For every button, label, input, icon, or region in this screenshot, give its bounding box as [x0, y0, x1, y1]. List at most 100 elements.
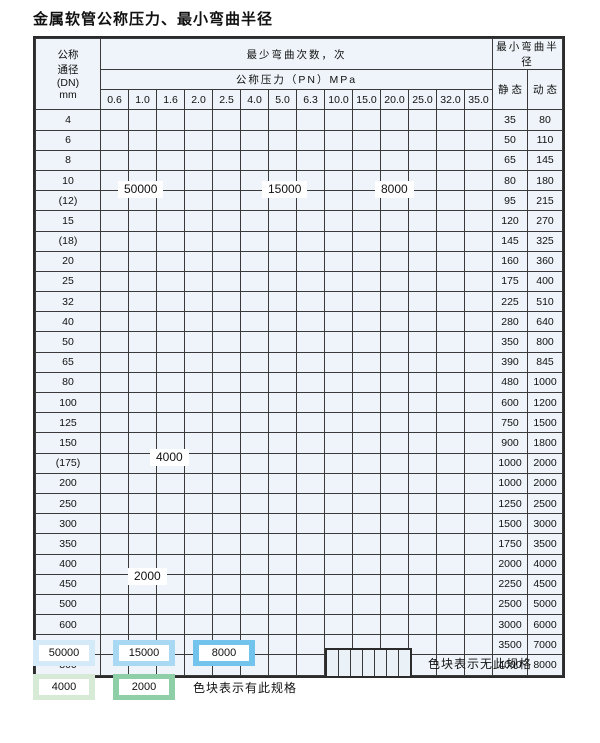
legend-unavailable: 色块表示无此规格	[325, 648, 532, 678]
cell-spec	[212, 432, 241, 454]
cell-dn: (18)	[35, 230, 101, 252]
cell-spec	[100, 270, 129, 293]
cell-spec	[408, 331, 437, 353]
cell-spec	[212, 492, 241, 515]
cell-spec	[100, 553, 129, 575]
legend-chip-4000: 4000	[33, 674, 95, 700]
cell-spec	[408, 371, 437, 394]
cell-spec	[296, 472, 325, 494]
cell-spec	[156, 311, 185, 333]
cell-spec	[380, 331, 409, 353]
cell-spec	[268, 129, 297, 151]
cell-spec	[324, 513, 353, 535]
cell-spec	[156, 412, 185, 434]
header-pressure-25.0: 25.0	[408, 89, 437, 111]
cell-spec	[464, 210, 493, 232]
legend-chip-label: 4000	[39, 679, 89, 695]
cell-spec	[156, 210, 185, 232]
cell-spec	[324, 210, 353, 232]
cell-spec	[408, 492, 437, 515]
cell-radius-static: 95	[492, 190, 528, 212]
cell-spec	[184, 553, 213, 575]
cell-spec	[212, 533, 241, 555]
cell-spec	[464, 270, 493, 293]
cell-spec	[240, 270, 269, 293]
cell-spec	[100, 614, 129, 636]
cell-spec	[184, 250, 213, 272]
cell-radius-static: 350	[492, 331, 528, 353]
cell-spec	[436, 190, 465, 212]
cell-spec	[380, 210, 409, 232]
cell-radius-static: 80	[492, 169, 528, 192]
legend-chip-label: 2000	[119, 679, 169, 695]
empty-cell	[375, 650, 387, 676]
cell-spec	[100, 371, 129, 394]
cell-spec	[128, 210, 157, 232]
header-pressure-15.0: 15.0	[352, 89, 381, 111]
cell-spec	[240, 169, 269, 192]
cell-spec	[464, 311, 493, 333]
cell-spec	[464, 634, 493, 656]
cell-spec	[352, 270, 381, 293]
cell-spec	[464, 432, 493, 454]
cell-spec	[212, 513, 241, 535]
cell-radius-dynamic: 6000	[527, 614, 563, 636]
cell-spec	[156, 513, 185, 535]
cell-radius-dynamic: 640	[527, 311, 563, 333]
table-row: 500 2500 5000	[35, 593, 563, 616]
cell-dn: 150	[35, 432, 101, 454]
cell-spec	[296, 412, 325, 434]
cell-spec	[324, 149, 353, 171]
cell-dn: 4	[35, 109, 101, 131]
cell-spec	[100, 492, 129, 515]
cell-spec	[100, 573, 129, 595]
cell-spec	[268, 230, 297, 252]
cell-spec	[240, 311, 269, 333]
cell-radius-dynamic: 5000	[527, 593, 563, 616]
cell-spec	[156, 472, 185, 494]
cell-radius-static: 1000	[492, 452, 528, 474]
cell-spec	[100, 230, 129, 252]
cell-radius-static: 2000	[492, 553, 528, 575]
cell-dn: 300	[35, 513, 101, 535]
cell-spec	[464, 513, 493, 535]
header-radius-static: 静 态	[492, 68, 528, 111]
header-row-2: 公称压力（PN）MPa 静 态 动 态	[36, 68, 563, 111]
cell-spec	[240, 513, 269, 535]
cell-spec	[184, 472, 213, 494]
cell-spec	[296, 593, 325, 616]
cell-radius-dynamic: 110	[527, 129, 563, 151]
cell-radius-static: 2500	[492, 593, 528, 616]
cell-spec	[352, 230, 381, 252]
cell-spec	[380, 351, 409, 373]
cell-radius-dynamic: 180	[527, 169, 563, 192]
cell-spec	[324, 169, 353, 192]
cell-spec	[408, 634, 437, 656]
table-row: 65 390 845	[35, 351, 563, 373]
cell-spec	[156, 270, 185, 293]
cell-spec	[352, 331, 381, 353]
cell-spec	[436, 593, 465, 616]
cell-spec	[296, 492, 325, 515]
empty-cell	[351, 650, 363, 676]
cell-spec	[408, 210, 437, 232]
cell-spec	[408, 472, 437, 494]
cell-dn: 20	[35, 250, 101, 272]
cell-spec	[212, 452, 241, 474]
cell-spec	[380, 311, 409, 333]
cell-spec	[156, 492, 185, 515]
table-row: (18) 145 325	[35, 230, 563, 252]
cell-spec	[212, 210, 241, 232]
cell-radius-dynamic: 360	[527, 250, 563, 272]
cell-radius-dynamic: 325	[527, 230, 563, 252]
cell-spec	[184, 351, 213, 373]
cell-radius-dynamic: 3500	[527, 533, 563, 555]
cell-spec	[184, 391, 213, 414]
header-pressure-32.0: 32.0	[436, 89, 465, 111]
header-pressure-10.0: 10.0	[324, 89, 353, 111]
cell-spec	[436, 109, 465, 131]
cell-spec	[464, 492, 493, 515]
cell-spec	[128, 412, 157, 434]
cell-spec	[212, 472, 241, 494]
cell-spec	[296, 452, 325, 474]
